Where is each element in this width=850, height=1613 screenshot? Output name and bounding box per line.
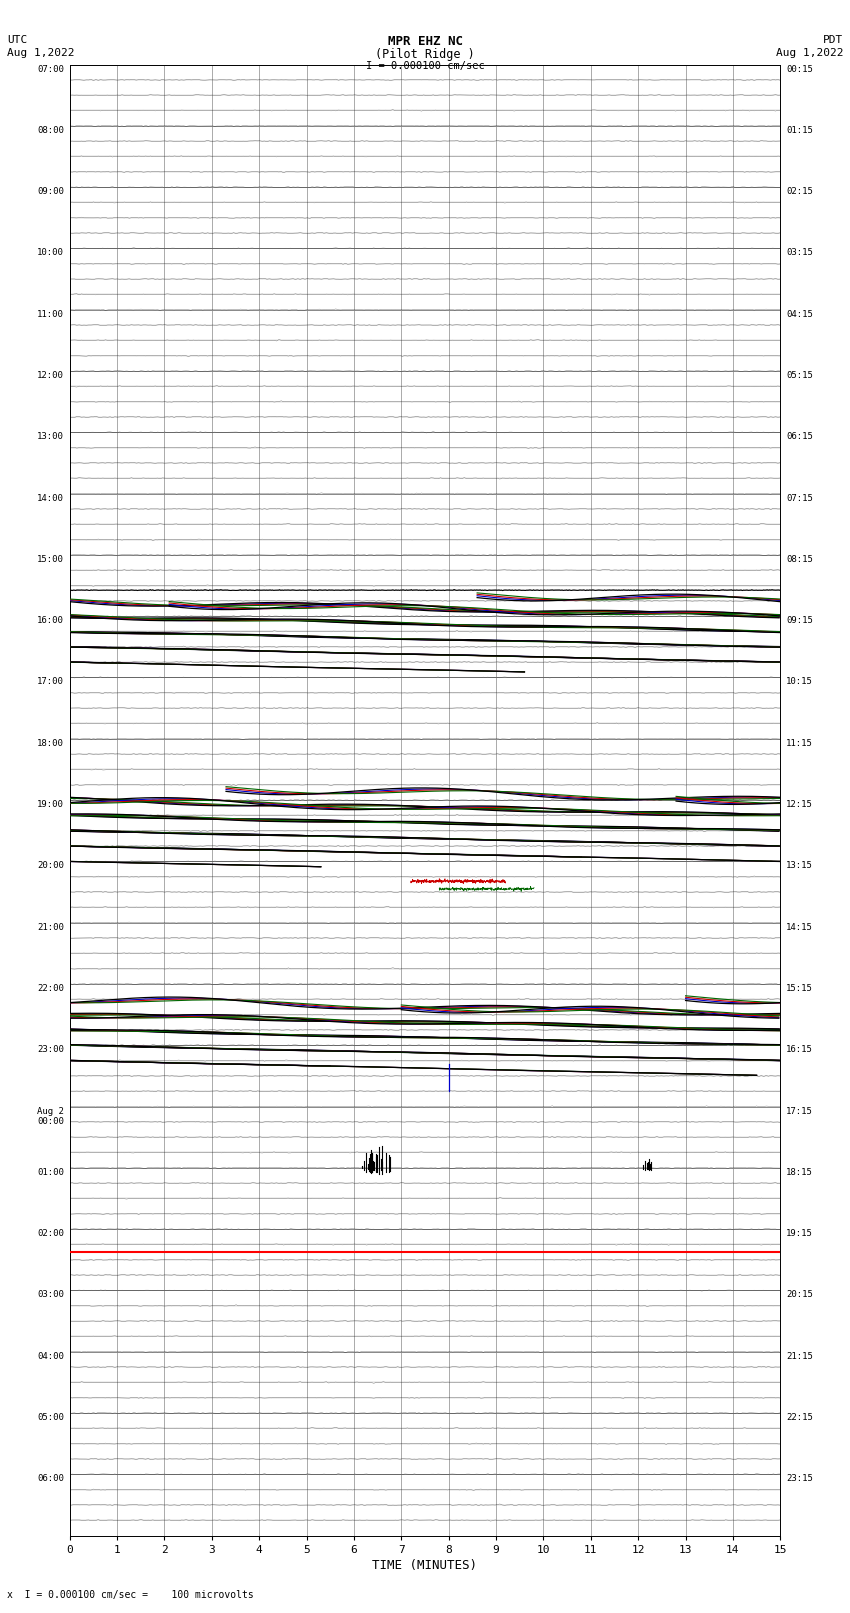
- Text: 19:15: 19:15: [786, 1229, 813, 1239]
- Text: 06:15: 06:15: [786, 432, 813, 442]
- Text: 20:15: 20:15: [786, 1290, 813, 1300]
- Text: 14:15: 14:15: [786, 923, 813, 932]
- Text: 17:00: 17:00: [37, 677, 64, 687]
- Text: Aug 1,2022: Aug 1,2022: [7, 48, 74, 58]
- X-axis label: TIME (MINUTES): TIME (MINUTES): [372, 1558, 478, 1571]
- Text: 08:15: 08:15: [786, 555, 813, 565]
- Text: 13:00: 13:00: [37, 432, 64, 442]
- Text: Aug 1,2022: Aug 1,2022: [776, 48, 843, 58]
- Text: 18:15: 18:15: [786, 1168, 813, 1177]
- Text: 05:15: 05:15: [786, 371, 813, 381]
- Text: 22:15: 22:15: [786, 1413, 813, 1423]
- Text: 15:15: 15:15: [786, 984, 813, 994]
- Text: 15:00: 15:00: [37, 555, 64, 565]
- Text: 19:00: 19:00: [37, 800, 64, 810]
- Text: 21:15: 21:15: [786, 1352, 813, 1361]
- Text: 18:00: 18:00: [37, 739, 64, 748]
- Text: 02:15: 02:15: [786, 187, 813, 197]
- Text: 13:15: 13:15: [786, 861, 813, 871]
- Text: 10:00: 10:00: [37, 248, 64, 258]
- Text: 11:00: 11:00: [37, 310, 64, 319]
- Text: 02:00: 02:00: [37, 1229, 64, 1239]
- Text: 03:00: 03:00: [37, 1290, 64, 1300]
- Text: 04:15: 04:15: [786, 310, 813, 319]
- Text: 00:15: 00:15: [786, 65, 813, 74]
- Text: 11:15: 11:15: [786, 739, 813, 748]
- Text: 16:15: 16:15: [786, 1045, 813, 1055]
- Text: 17:15: 17:15: [786, 1107, 813, 1116]
- Text: 21:00: 21:00: [37, 923, 64, 932]
- Text: 09:00: 09:00: [37, 187, 64, 197]
- Text: 04:00: 04:00: [37, 1352, 64, 1361]
- Text: UTC: UTC: [7, 35, 27, 45]
- Text: 01:00: 01:00: [37, 1168, 64, 1177]
- Text: I = 0.000100 cm/sec: I = 0.000100 cm/sec: [366, 61, 484, 71]
- Text: (Pilot Ridge ): (Pilot Ridge ): [375, 48, 475, 61]
- Text: x  I = 0.000100 cm/sec =    100 microvolts: x I = 0.000100 cm/sec = 100 microvolts: [7, 1590, 253, 1600]
- Text: 09:15: 09:15: [786, 616, 813, 626]
- Text: 14:00: 14:00: [37, 494, 64, 503]
- Text: 06:00: 06:00: [37, 1474, 64, 1484]
- Text: 01:15: 01:15: [786, 126, 813, 135]
- Text: PDT: PDT: [823, 35, 843, 45]
- Text: MPR EHZ NC: MPR EHZ NC: [388, 35, 462, 48]
- Text: 05:00: 05:00: [37, 1413, 64, 1423]
- Text: 12:00: 12:00: [37, 371, 64, 381]
- Text: 12:15: 12:15: [786, 800, 813, 810]
- Text: 08:00: 08:00: [37, 126, 64, 135]
- Text: 20:00: 20:00: [37, 861, 64, 871]
- Text: Aug 2
00:00: Aug 2 00:00: [37, 1107, 64, 1126]
- Text: 10:15: 10:15: [786, 677, 813, 687]
- Text: 07:00: 07:00: [37, 65, 64, 74]
- Text: 07:15: 07:15: [786, 494, 813, 503]
- Text: 22:00: 22:00: [37, 984, 64, 994]
- Text: 16:00: 16:00: [37, 616, 64, 626]
- Text: 03:15: 03:15: [786, 248, 813, 258]
- Text: 23:00: 23:00: [37, 1045, 64, 1055]
- Text: 23:15: 23:15: [786, 1474, 813, 1484]
